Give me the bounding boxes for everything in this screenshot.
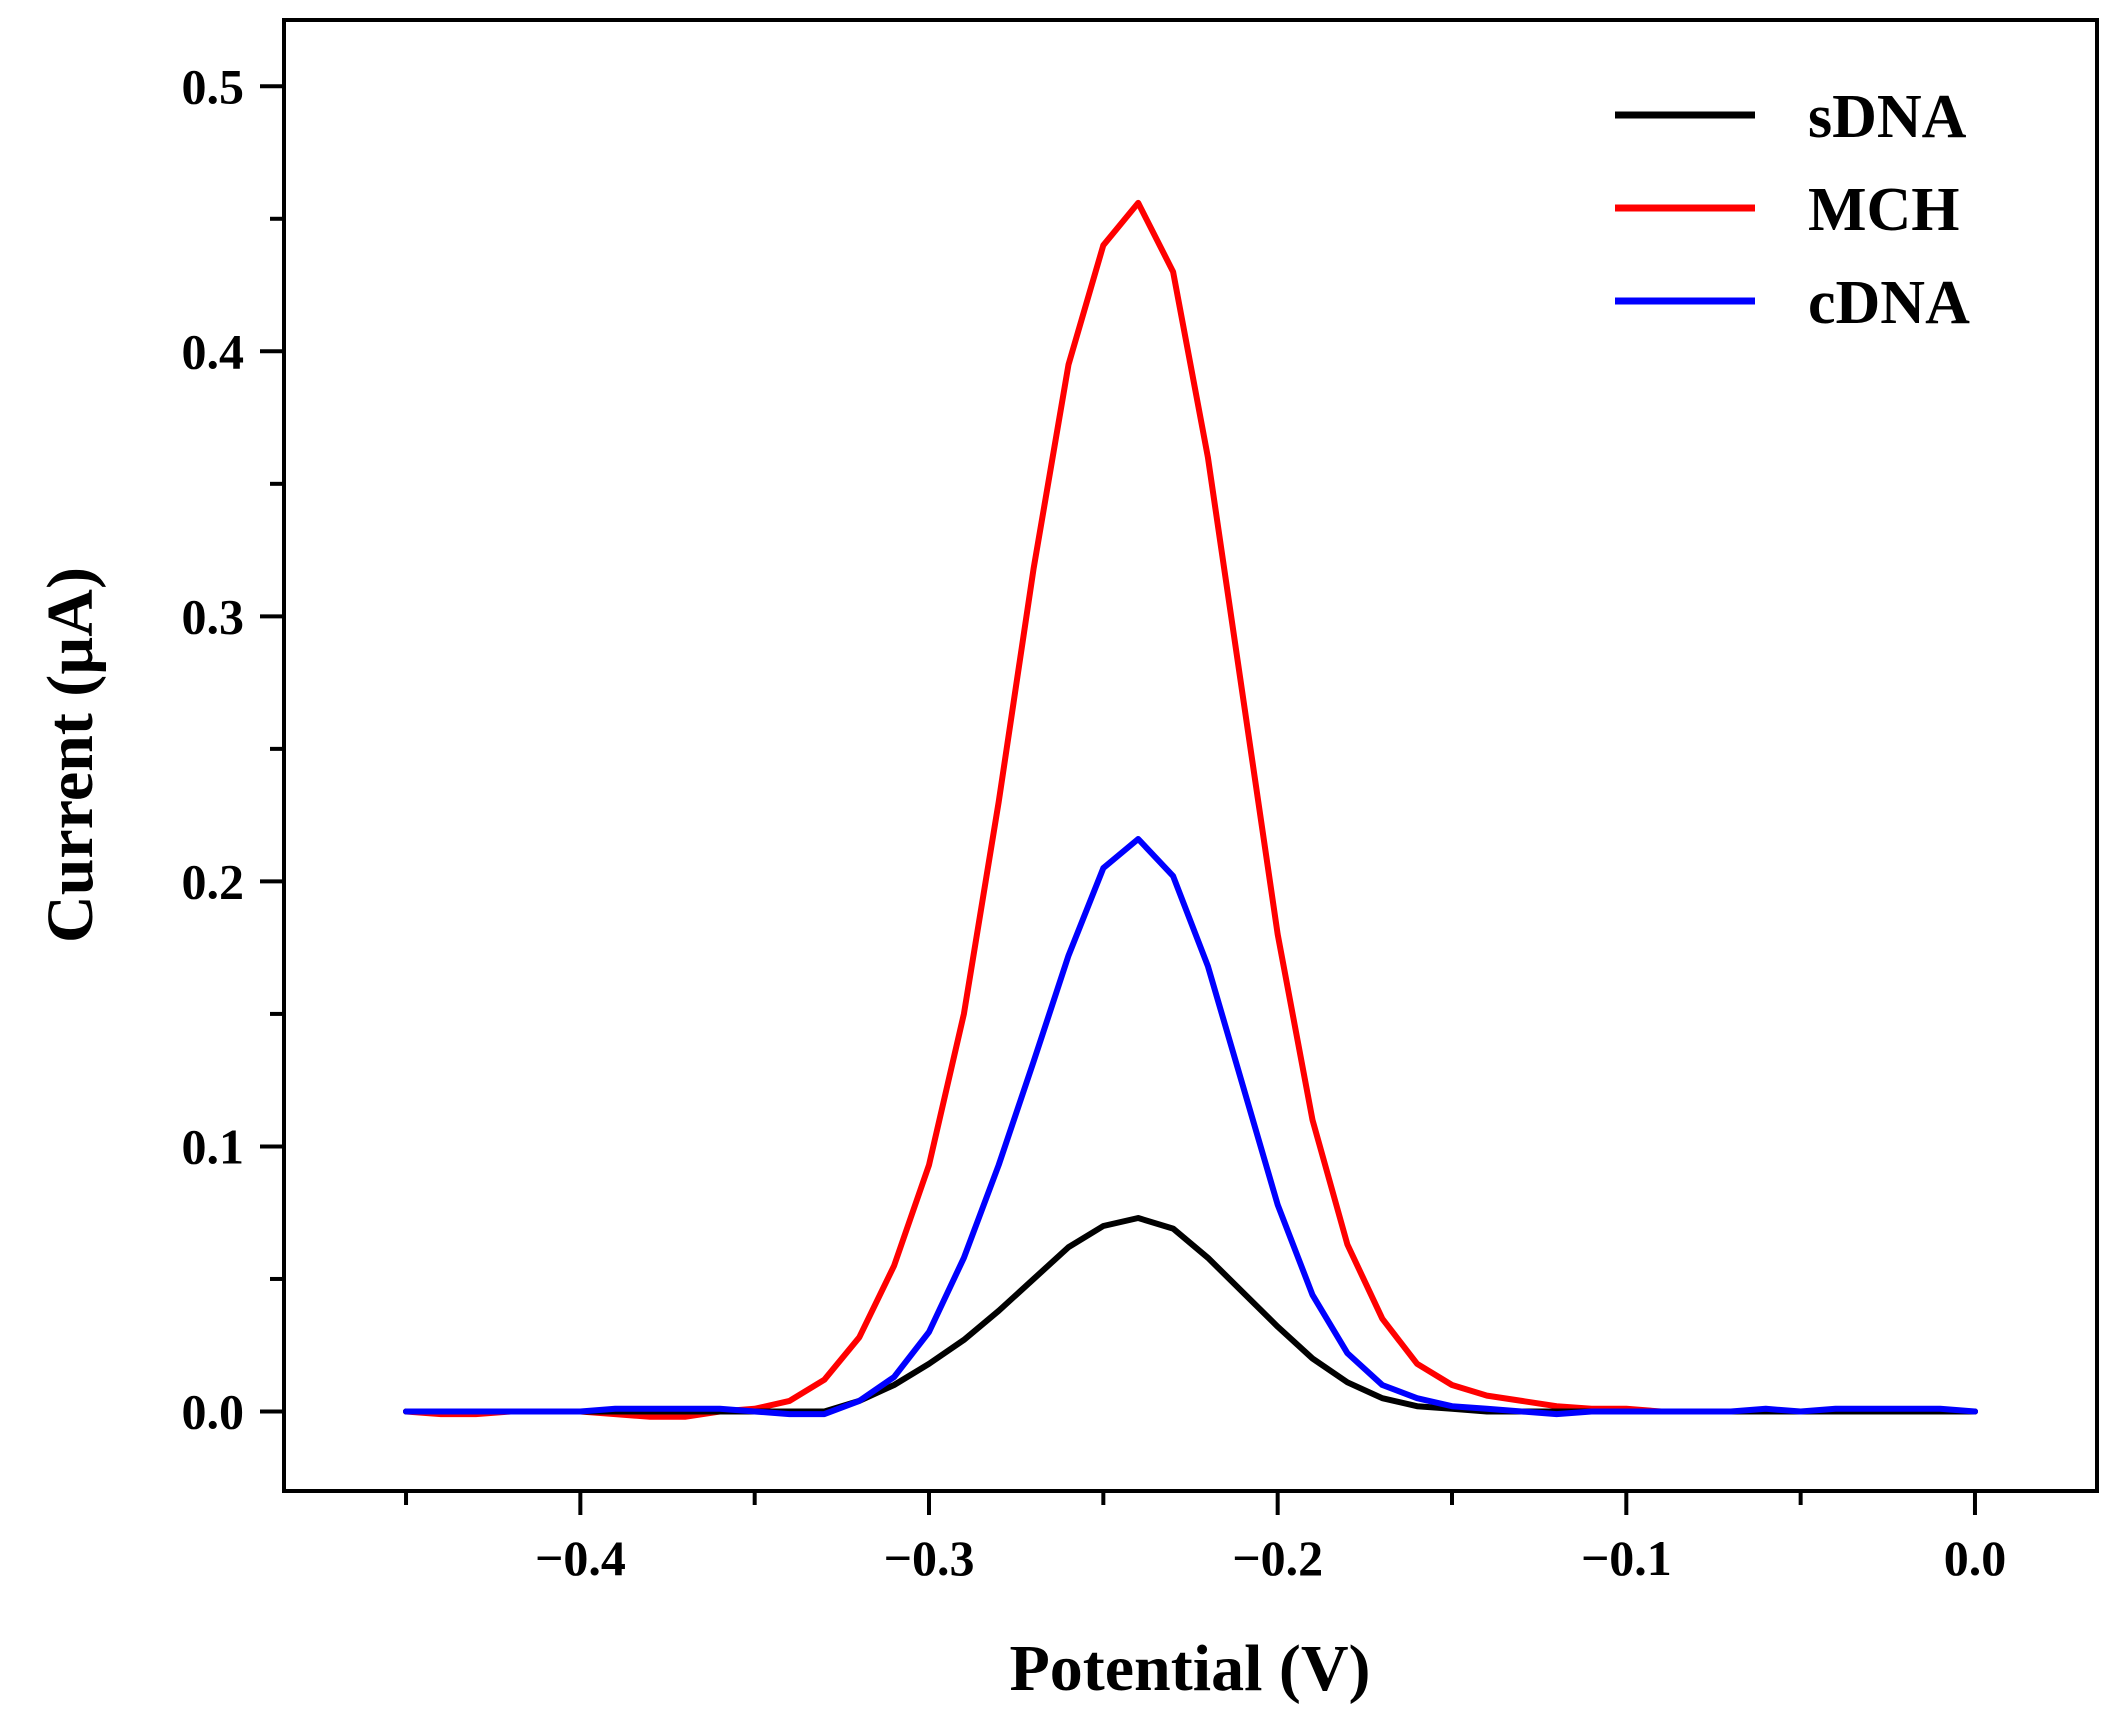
y-tick-label: 0.4 — [182, 323, 245, 379]
x-axis-title: Potential (V) — [1009, 1632, 1370, 1705]
series-line-mch — [403, 199, 1978, 1420]
y-tick-label: 0.1 — [182, 1118, 245, 1174]
legend: sDNA MCH cDNA — [1615, 83, 1970, 337]
plot-frame — [282, 18, 2099, 1493]
series-line-cdna — [403, 836, 1978, 1418]
y-tick-label: 0.5 — [182, 58, 245, 114]
x-tick-label: −0.3 — [884, 1530, 975, 1586]
y-tick-label: 0.0 — [182, 1383, 245, 1439]
x-tick-label: 0.0 — [1944, 1530, 2007, 1586]
legend-label-cdna: cDNA — [1808, 269, 1970, 337]
x-tick-label: −0.4 — [535, 1530, 626, 1586]
y-axis-title: Current (µA) — [34, 567, 107, 943]
series-lines — [403, 199, 1978, 1420]
legend-label-mch: MCH — [1808, 176, 1960, 244]
x-tick-label: −0.1 — [1581, 1530, 1672, 1586]
legend-label-sdna: sDNA — [1808, 83, 1967, 151]
y-tick-label: 0.2 — [182, 853, 245, 909]
x-tick-label: −0.2 — [1232, 1530, 1323, 1586]
y-tick-label: 0.3 — [182, 588, 245, 644]
ticks-layer: −0.4 −0.3 −0.2 −0.1 0.0 0.0 0.1 0.2 0.3 0.4 0.5 — [182, 58, 2007, 1586]
series-line-sdna — [403, 1215, 1978, 1415]
